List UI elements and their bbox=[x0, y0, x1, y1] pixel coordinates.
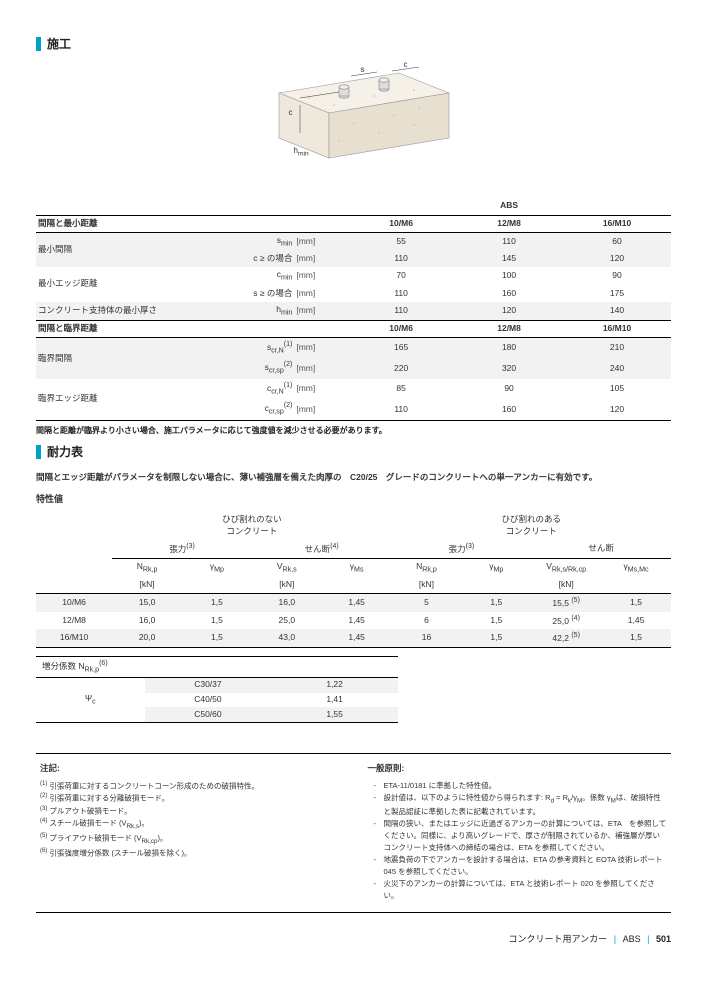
note-item: (2) 引張荷重に対する分離破損モード。 bbox=[40, 792, 340, 805]
notes-section: 注記: (1) 引張荷重に対するコンクリートコーン形成のための破損特性。(2) … bbox=[36, 753, 671, 913]
note-item: (1) 引張荷重に対するコンクリートコーン形成のための破損特性。 bbox=[40, 780, 340, 793]
characteristics-table: ひび割れのない コンクリート ひび割れのある コンクリート 張力(3) せん断(… bbox=[36, 512, 671, 648]
notes-header: 一般原則: bbox=[368, 762, 668, 776]
page-number: 501 bbox=[656, 934, 671, 944]
shear-hdr: せん断(4) bbox=[252, 540, 392, 558]
section-header-construction: 施工 bbox=[36, 36, 671, 53]
label-c-top: c bbox=[404, 59, 408, 70]
increment-table: 増分係数 NRk,p(6) Ψc C30/37 1,22 C40/50 1,41… bbox=[36, 656, 398, 723]
notes-left: 注記: (1) 引張荷重に対するコンクリートコーン形成のための破損特性。(2) … bbox=[40, 762, 340, 902]
principle-item: 地震負荷の下でアンカーを設計する場合は、ETA の参考資料と EOTA 技術レポ… bbox=[378, 854, 668, 878]
characteristics-subhead: 特性値 bbox=[36, 493, 671, 506]
note-item: (6) 引張強度増分係数 (スチール破損を除く)。 bbox=[40, 847, 340, 860]
table1-footnote: 間隔と距離が臨界より小さい場合、施工パラメータに応じて強度値を減少させる必要があ… bbox=[36, 425, 671, 436]
group-uncracked: ひび割れのない コンクリート bbox=[112, 512, 391, 540]
psi-symbol: Ψc bbox=[36, 677, 145, 723]
spacing-table: ABS 間隔と最小距離 10/M6 12/M8 16/M10 最小間隔 smin… bbox=[36, 197, 671, 421]
section-header-capacity: 耐力表 bbox=[36, 444, 671, 461]
section2-description: 間隔とエッジ距離がパラメータを制限しない場合に、薄い補強層を備えた肉厚の C20… bbox=[36, 471, 671, 484]
principle-item: 間隔の狭い、またはエッジに近過ぎるアンカーの計算については、ETA を参照してく… bbox=[378, 818, 668, 854]
spacing-diagram: c hmin s c bbox=[36, 63, 671, 183]
size-col: 16/M10 bbox=[563, 215, 671, 232]
footer-product: ABS bbox=[623, 934, 641, 944]
footer-category: コンクリート用アンカー bbox=[509, 934, 608, 944]
label-s: s bbox=[361, 64, 365, 75]
row-label: 最小間隔 bbox=[36, 232, 214, 267]
label-hmin: hmin bbox=[294, 145, 309, 159]
row-label: コンクリート支持体の最小厚さ bbox=[36, 302, 214, 321]
group1-label: 間隔と最小距離 bbox=[36, 215, 347, 232]
note-item: (4) スチール破損モード (VRk,s)。 bbox=[40, 817, 340, 832]
size-row: 12/M8 bbox=[36, 612, 112, 630]
symbol: smin bbox=[214, 232, 297, 251]
size-col: 12/M8 bbox=[455, 215, 563, 232]
product-header: ABS bbox=[347, 197, 671, 215]
note-item: (3) プルアウト破損モード。 bbox=[40, 805, 340, 818]
t3-header: 増分係数 NRk,p(6) bbox=[36, 657, 398, 677]
page-footer: コンクリート用アンカー | ABS | 501 bbox=[36, 933, 671, 946]
shear-hdr2: せん断 bbox=[531, 540, 671, 558]
notes-header: 注記: bbox=[40, 762, 340, 776]
group2-label: 間隔と臨界距離 bbox=[36, 321, 347, 338]
section-title: 施工 bbox=[47, 36, 71, 53]
size-row: 10/M6 bbox=[36, 594, 112, 612]
notes-right: 一般原則: ETA-11/0181 に準拠した特性値。設計値は、以下のように特性… bbox=[368, 762, 668, 902]
size-row: 16/M10 bbox=[36, 629, 112, 647]
section-title: 耐力表 bbox=[47, 444, 83, 461]
label-c: c bbox=[289, 107, 293, 118]
group-cracked: ひび割れのある コンクリート bbox=[392, 512, 671, 540]
size-col: 10/M6 bbox=[347, 215, 455, 232]
principle-item: 設計値は、以下のように特性値から得られます: Rd = Rk/γM。係数 γMは… bbox=[378, 792, 668, 819]
row-label: 臨界エッジ距離 bbox=[36, 379, 214, 420]
row-label: 最小エッジ距離 bbox=[36, 267, 214, 301]
note-item: (5) プライアウト破損モード (VRk,cp)。 bbox=[40, 832, 340, 847]
row-label: 臨界間隔 bbox=[36, 338, 214, 379]
tension-hdr: 張力(3) bbox=[112, 540, 252, 558]
tension-hdr2: 張力(3) bbox=[392, 540, 532, 558]
principle-item: 火災下のアンカーの計算については、ETA と技術レポート 020 を参照してくだ… bbox=[378, 878, 668, 902]
principle-item: ETA-11/0181 に準拠した特性値。 bbox=[378, 780, 668, 792]
